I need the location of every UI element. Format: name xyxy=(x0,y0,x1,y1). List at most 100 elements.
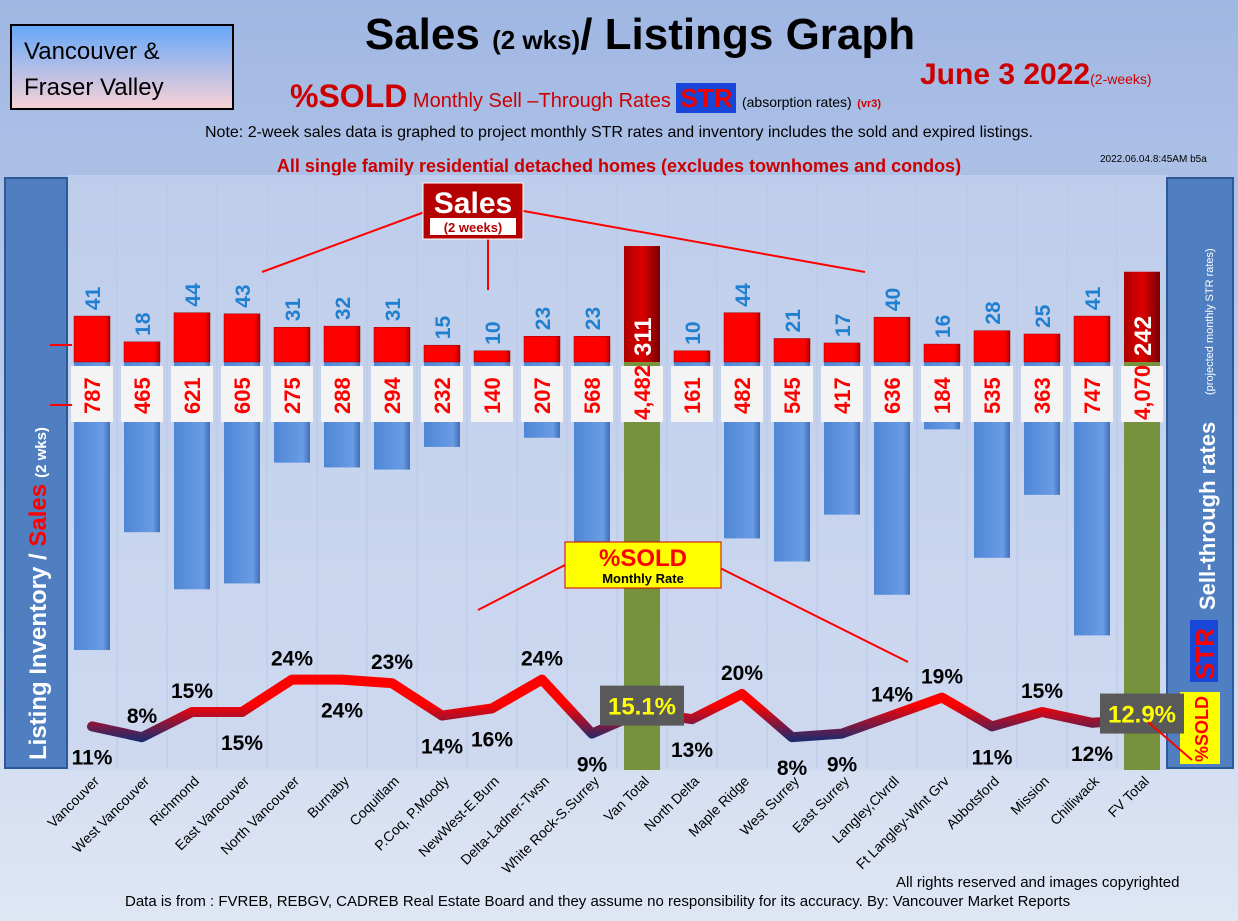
copyright: All rights reserved and images copyright… xyxy=(896,874,1180,891)
rate-label: 12% xyxy=(1071,743,1113,766)
sales-bar xyxy=(873,316,911,363)
sales-bar xyxy=(123,341,161,363)
sales-bar xyxy=(473,350,511,363)
total-rate-box xyxy=(1100,693,1184,734)
inventory-label: 621 xyxy=(180,377,205,414)
subtitle-text: Monthly Sell –Through Rates xyxy=(412,90,671,112)
rate-label: 13% xyxy=(671,739,713,762)
inventory-label: 4,482 xyxy=(630,365,655,420)
sales-callout-sub: (2 weeks) xyxy=(444,220,503,235)
inventory-label: 417 xyxy=(830,377,855,414)
inventory-label: 275 xyxy=(280,377,305,414)
rate-label: 24% xyxy=(271,648,313,671)
inventory-label: 363 xyxy=(1030,377,1055,414)
sales-label: 17 xyxy=(832,314,855,337)
inventory-label-box xyxy=(271,366,313,422)
str-badge: STR xyxy=(676,83,737,113)
inventory-label-box xyxy=(221,366,263,422)
source-note: Data is from : FVREB, REBGV, CADREB Real… xyxy=(125,893,1071,910)
x-tick-label: White Rock-S.Surrey xyxy=(498,773,602,877)
total-rate-box xyxy=(600,685,684,726)
sales-bar xyxy=(73,315,111,363)
title-rest: / Listings Graph xyxy=(580,10,916,59)
right-axis-note: (projected monthly STR rates) xyxy=(1204,248,1216,395)
inventory-label-box xyxy=(421,366,463,422)
inventory-label-box xyxy=(1071,366,1113,422)
x-tick-label: Burnaby xyxy=(304,773,352,821)
inventory-label: 605 xyxy=(230,377,255,414)
inventory-label-box xyxy=(171,366,213,422)
x-tick-label: Van Total xyxy=(600,773,652,825)
rate-label: 11% xyxy=(972,746,1013,769)
subnote: All single family residential detached h… xyxy=(276,156,962,176)
inventory-label-box xyxy=(321,366,363,422)
sales-label: 16 xyxy=(932,315,955,338)
title-main: Sales xyxy=(364,10,480,59)
total-sales-bar xyxy=(624,245,660,362)
sold-callout-sub: Monthly Rate xyxy=(602,571,684,586)
sales-label: 44 xyxy=(732,283,755,307)
arrows xyxy=(50,209,1193,761)
inventory-label-box xyxy=(771,366,813,422)
x-tick-label: Delta-Ladner-Twsn xyxy=(457,773,552,868)
sales-bar xyxy=(723,312,761,363)
sales-label: 32 xyxy=(332,297,355,320)
region-line-1: Vancouver & xyxy=(24,38,160,65)
sales-label: 23 xyxy=(582,307,605,330)
inventory-label-box xyxy=(971,366,1013,422)
inventory-label-box xyxy=(71,366,113,422)
inventory-label-box xyxy=(521,366,563,422)
rate-label: 15% xyxy=(221,732,263,755)
inventory-label: 636 xyxy=(880,377,905,414)
sold-line: 11% 8% 15% 15% 24% 24% 23% 14% 16% 24% 9% 15.1% 13% 2… xyxy=(72,648,1184,780)
rate-label: 14% xyxy=(871,684,913,707)
sales-label: 44 xyxy=(182,283,205,307)
right-sold-badge xyxy=(1180,692,1220,764)
inventory-label-box xyxy=(571,366,613,422)
date: June 3 2022(2-weeks) xyxy=(920,58,1152,92)
chart-title: Sales (2 wks)/ Listings Graph xyxy=(300,10,980,60)
rate-label: 24% xyxy=(321,700,363,723)
rate-label: 15% xyxy=(171,680,213,703)
inventory-label: 161 xyxy=(680,377,705,414)
sales-label: 28 xyxy=(982,301,1005,325)
sales-label: 18 xyxy=(132,312,155,336)
inventory-label: 568 xyxy=(580,377,605,414)
sales-bar xyxy=(523,335,561,363)
rate-label: 9% xyxy=(827,754,858,777)
sales-bar xyxy=(273,327,311,363)
sales-bar xyxy=(823,342,861,363)
sales-label: 25 xyxy=(1032,304,1055,328)
sales-bar xyxy=(673,350,711,363)
subtitle-absorption: (absorption rates) xyxy=(741,94,852,110)
rate-label: 14% xyxy=(421,736,463,759)
sales-label: 15 xyxy=(432,316,455,340)
sales-bar xyxy=(423,344,461,363)
inventory-label: 535 xyxy=(980,377,1005,414)
date-note: (2-weeks) xyxy=(1090,71,1152,87)
rate-label: 16% xyxy=(471,728,513,751)
x-tick-label: Mission xyxy=(1007,773,1052,818)
sales-bar xyxy=(973,330,1011,363)
rate-label: 8% xyxy=(127,705,158,728)
x-tick-label: Abbotsford xyxy=(943,773,1002,832)
inventory-label-box xyxy=(1021,366,1063,422)
sales-bar xyxy=(923,343,961,363)
rate-label: 11% xyxy=(72,746,113,769)
inventory-label: 184 xyxy=(930,377,955,414)
x-tick-label: Ft Langley-Wlnt Grv xyxy=(853,773,952,872)
total-sales-bar xyxy=(1124,271,1160,362)
x-tick-label: FV Total xyxy=(1105,773,1152,820)
subtitle: %SOLD Monthly Sell –Through Rates STR (a… xyxy=(290,78,881,115)
inventory-label-box xyxy=(821,366,863,422)
sales-label: 41 xyxy=(1082,286,1105,310)
inventory-label-box xyxy=(871,366,913,422)
inventory-label-box xyxy=(471,366,513,422)
subtitle-sold: %SOLD xyxy=(290,78,408,114)
inventory-label: 207 xyxy=(530,377,555,414)
inventory-label: 465 xyxy=(130,377,155,414)
inventory-label: 4,070 xyxy=(1130,365,1155,420)
total-rate-label: 12.9% xyxy=(1108,702,1176,729)
